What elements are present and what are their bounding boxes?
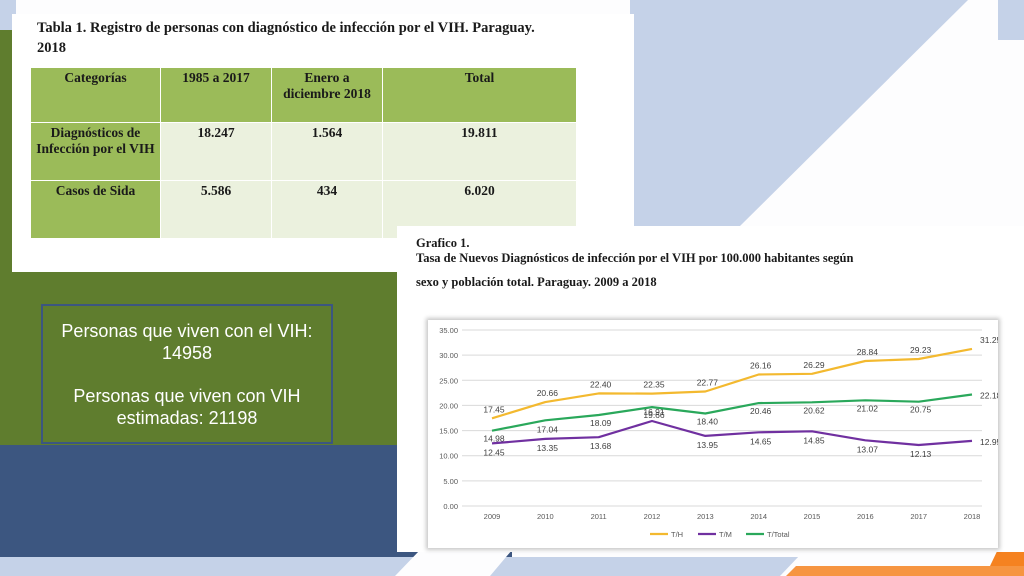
y-tick-label: 25.00 bbox=[439, 376, 458, 385]
table-row: Diagnósticos de Infección por el VIH 18.… bbox=[30, 122, 577, 181]
data-label: 14.65 bbox=[750, 436, 772, 446]
x-tick-label: 2012 bbox=[644, 512, 661, 521]
hiv-registry-table: Categorías 1985 a 2017 Enero a diciembre… bbox=[30, 67, 577, 239]
table-title-line2: 2018 bbox=[37, 40, 66, 56]
table-title: Tabla 1. Registro de personas con diagnó… bbox=[37, 18, 597, 58]
x-tick-label: 2009 bbox=[484, 512, 501, 521]
series-line-t-m bbox=[491, 419, 973, 447]
background-bottom-band bbox=[0, 557, 1024, 576]
data-label: 13.07 bbox=[857, 444, 879, 454]
data-label: 14.85 bbox=[803, 435, 825, 445]
chart-label: Grafico 1. bbox=[416, 236, 470, 250]
y-tick-label: 35.00 bbox=[439, 326, 458, 335]
series-line-t-total bbox=[491, 393, 973, 432]
y-tick-label: 30.00 bbox=[439, 351, 458, 360]
background-light-blue-band bbox=[630, 0, 968, 226]
data-label: 22.18 bbox=[980, 390, 998, 400]
data-label: 21.02 bbox=[857, 403, 879, 413]
data-label: 13.68 bbox=[590, 441, 612, 451]
table-header-cell: Categorías bbox=[30, 67, 161, 123]
table-row-header: Diagnósticos de Infección por el VIH bbox=[30, 122, 161, 181]
table-cell: 1.564 bbox=[271, 122, 383, 181]
info-living-with-hiv: Personas que viven con el VIH: 14958 bbox=[61, 321, 313, 363]
data-label: 17.45 bbox=[483, 404, 505, 414]
data-label: 12.13 bbox=[910, 449, 932, 459]
table-cell: 18.247 bbox=[160, 122, 272, 181]
data-label: 31.25 bbox=[980, 335, 998, 345]
data-label: 17.04 bbox=[537, 424, 559, 434]
data-label: 18.09 bbox=[590, 418, 612, 428]
y-tick-label: 10.00 bbox=[439, 452, 458, 461]
chart-title-line1: Tasa de Nuevos Diagnósticos de infección… bbox=[416, 251, 854, 265]
table-header-cell: Total bbox=[382, 67, 577, 123]
chart-title: Grafico 1. Tasa de Nuevos Diagnósticos d… bbox=[416, 236, 1016, 266]
plot-frame: 0.00 5.00 10.00 15.00 20.00 25.00 30.00 35.00 20… bbox=[428, 320, 1002, 548]
table-title-line1: Tabla 1. Registro de personas con diagnó… bbox=[37, 20, 535, 36]
table-header-cell: 1985 a 2017 bbox=[160, 67, 272, 123]
data-label: 18.40 bbox=[697, 416, 719, 426]
data-label: 19.66 bbox=[643, 410, 665, 420]
legend-label: T/M bbox=[719, 530, 732, 539]
background-green-panel bbox=[0, 270, 397, 445]
chart-title-line2: sexo y población total. Paraguay. 2009 a… bbox=[416, 275, 657, 289]
line-chart: 0.00 5.00 10.00 15.00 20.00 25.00 30.00 35.00 20… bbox=[439, 326, 1001, 539]
background-light-blue-corner bbox=[998, 0, 1024, 40]
data-label: 28.84 bbox=[857, 347, 879, 357]
data-label: 22.40 bbox=[590, 379, 612, 389]
data-label: 20.62 bbox=[803, 405, 825, 415]
series-line-t-h bbox=[491, 347, 973, 420]
table-row-header: Casos de Sida bbox=[30, 180, 161, 239]
background-orange-accent-bottom bbox=[786, 566, 1024, 576]
x-tick-label: 2016 bbox=[857, 512, 874, 521]
data-label: 20.46 bbox=[750, 406, 772, 416]
table-header-cell: Enero a diciembre 2018 bbox=[271, 67, 383, 123]
table-header-row: Categorías 1985 a 2017 Enero a diciembre… bbox=[30, 67, 577, 123]
x-tick-label: 2010 bbox=[537, 512, 554, 521]
data-label: 26.16 bbox=[750, 360, 772, 370]
data-label: 29.23 bbox=[910, 345, 932, 355]
x-tick-label: 2017 bbox=[910, 512, 927, 521]
data-label: 20.66 bbox=[537, 388, 559, 398]
table-cell: 434 bbox=[271, 180, 383, 239]
y-tick-label: 15.00 bbox=[439, 427, 458, 436]
x-tick-label: 2015 bbox=[804, 512, 821, 521]
data-label: 12.95 bbox=[980, 437, 998, 447]
x-tick-label: 2014 bbox=[750, 512, 767, 521]
y-tick-label: 0.00 bbox=[443, 502, 458, 511]
x-tick-label: 2018 bbox=[964, 512, 981, 521]
y-tick-label: 20.00 bbox=[439, 401, 458, 410]
data-label: 16.91 bbox=[643, 407, 665, 417]
background-bottom-stripe bbox=[395, 550, 512, 576]
x-tick-label: 2011 bbox=[591, 512, 607, 521]
table-cell: 5.586 bbox=[160, 180, 272, 239]
table-cell: 19.811 bbox=[382, 122, 577, 181]
x-tick-label: 2013 bbox=[697, 512, 714, 521]
data-label: 12.45 bbox=[483, 447, 505, 457]
data-label: 22.77 bbox=[697, 377, 719, 387]
data-label: 13.95 bbox=[697, 440, 719, 450]
data-label: 20.75 bbox=[910, 405, 932, 415]
info-estimated-living-with-hiv: Personas que viven con VIH estimadas: 21… bbox=[73, 386, 301, 428]
legend-label: T/H bbox=[671, 530, 683, 539]
data-label: 26.29 bbox=[803, 360, 825, 370]
info-box: Personas que viven con el VIH: 14958 Per… bbox=[41, 304, 333, 444]
legend-label: T/Total bbox=[767, 530, 790, 539]
data-label: 22.35 bbox=[643, 380, 665, 390]
data-label: 13.35 bbox=[537, 443, 559, 453]
data-label: 14.98 bbox=[483, 434, 505, 444]
y-tick-label: 5.00 bbox=[443, 477, 458, 486]
